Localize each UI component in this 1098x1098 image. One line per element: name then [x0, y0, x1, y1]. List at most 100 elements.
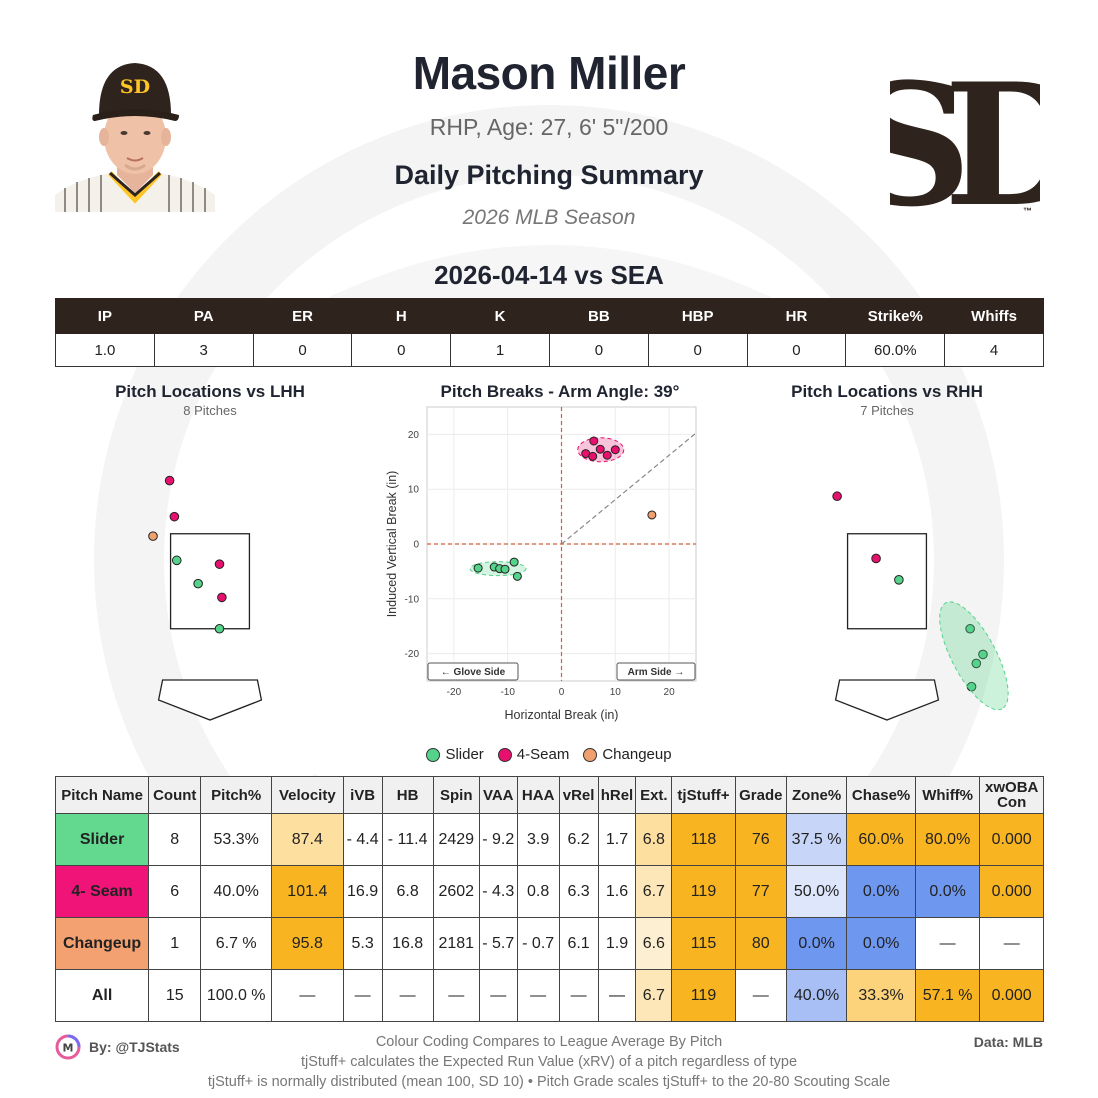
pitch-metric-cell: —	[342, 969, 383, 1022]
lhh-strike-zone	[169, 533, 251, 630]
y-tick-label: -20	[405, 649, 420, 660]
player-headshot: SD	[55, 55, 215, 212]
glove-side-box	[427, 662, 519, 681]
pitch-metric-cell: 101.4	[271, 865, 344, 918]
pitch-metric-cell: 6.1	[558, 917, 599, 970]
pitch-metric-cell: —	[597, 969, 637, 1022]
pitch-name-cell: Slider	[54, 813, 150, 866]
pitch-metric-cell: 119	[671, 969, 736, 1022]
pitch-metric-cell: 95.8	[271, 917, 344, 970]
svg-text:M: M	[63, 1042, 74, 1055]
legend-dot-changeup	[583, 747, 598, 762]
legend-dot-slider	[426, 747, 441, 762]
pitch-metric-cell: 6.7	[635, 865, 673, 918]
pitch-location-point	[169, 511, 180, 522]
svg-text:SD: SD	[120, 76, 150, 98]
pitch-location-point	[894, 575, 904, 585]
pitch-metric-cell: 6.7 %	[200, 917, 272, 970]
pitch-metric-cell: 119	[671, 865, 736, 918]
pitch-metric-cell: 118	[671, 813, 736, 866]
pitch-metric-cell: 6.8	[635, 813, 673, 866]
pitch-break-point	[588, 451, 598, 461]
pitch-table-header: xwOBA Con	[979, 776, 1044, 814]
slider-cluster-ellipse	[939, 601, 1009, 711]
pitch-metric-cell: 6	[148, 865, 202, 918]
pitch-metric-cell: 2181	[432, 917, 480, 970]
pitch-location-point	[832, 491, 842, 502]
pitch-location-point	[148, 531, 158, 541]
pitch-metric-cell: —	[381, 969, 434, 1022]
footnote-line: tjStuff+ is normally distributed (mean 1…	[207, 1074, 891, 1090]
pitch-metric-cell: 53.3%	[200, 813, 272, 866]
pitch-metric-cell: 6.3	[558, 865, 599, 918]
pitch-metric-cell: 87.4	[271, 813, 344, 866]
pitch-table-header: hRel	[597, 776, 637, 814]
charts-canvas: -20 -10 0 10 20 -20 -10 0 10 20 ← Glove Side Arm Si…	[148, 406, 1009, 722]
player-name: Mason Miller	[412, 47, 686, 99]
pitch-metric-cell: —	[558, 969, 599, 1022]
pitch-break-point	[500, 564, 510, 574]
pitch-metric-cell: - 9.2	[478, 813, 518, 866]
pitch-location-point	[978, 649, 988, 660]
legend-label: Slider	[445, 746, 484, 763]
pitch-metric-cell: —	[734, 969, 787, 1022]
tjstats-logo-icon: M	[55, 1034, 81, 1060]
legend-label: Changeup	[602, 746, 672, 763]
table-row: Slider 8 53.3% 87.4- 4.4- 11.4 2429- 9.2 3.9 6…	[54, 813, 1044, 866]
rhh-chart-title: Pitch Locations vs RHH	[791, 382, 983, 401]
pitch-metric-cell: 50.0%	[785, 865, 848, 918]
home-plate	[157, 679, 263, 721]
pitch-table-header: HAA	[516, 776, 560, 814]
break-chart-title: Pitch Breaks - Arm Angle: 39°	[440, 382, 680, 401]
home-plate	[834, 679, 940, 721]
boxscore-value: 1.0	[55, 333, 155, 367]
boxscore-header: HR	[746, 298, 847, 334]
pitch-break-point	[602, 450, 612, 460]
pitch-table-header: iVB	[342, 776, 383, 814]
pitch-location-point	[965, 623, 975, 634]
pitch-table-header: Pitch%	[200, 776, 272, 814]
pitch-metric-cell: 2602	[432, 865, 480, 918]
pitch-metric-cell: - 4.3	[478, 865, 518, 918]
y-tick-label: 10	[408, 485, 420, 496]
pitch-table-header: Spin	[432, 776, 480, 814]
x-tick-label: -10	[500, 687, 515, 698]
boxscore-value: 1	[450, 333, 550, 367]
pitch-metric-cell: 37.5 %	[785, 813, 848, 866]
pitch-legend: Slider 4-Seam Changeup	[0, 746, 1098, 763]
boxscore-header: K	[450, 298, 550, 334]
arm-angle-line	[561, 432, 697, 545]
boxscore-value: 0	[746, 333, 847, 367]
boxscore-header: H	[351, 298, 452, 334]
pitch-table-header: Pitch Name	[54, 776, 150, 814]
boxscore-header: BB	[548, 298, 649, 334]
pitch-table-header: Grade	[734, 776, 787, 814]
pitch-metric-cell: 6.6	[635, 917, 673, 970]
season-label: 2026 MLB Season	[462, 206, 636, 229]
data-source: Data: MLB	[973, 1034, 1043, 1050]
pitch-metric-cell: 2429	[432, 813, 480, 866]
rhh-chart-subtitle: 7 Pitches	[860, 403, 914, 418]
pitch-table-header: Whiff%	[914, 776, 981, 814]
pitch-table-header: Velocity	[271, 776, 344, 814]
pitch-table-header: Chase%	[846, 776, 916, 814]
pitch-metric-cell: 115	[671, 917, 736, 970]
pitch-metric-cell: 0.0%	[914, 865, 981, 918]
y-tick-label: -10	[405, 594, 420, 605]
pitch-metric-cell: 0.000	[979, 969, 1044, 1022]
pitch-metric-cell: 0.0%	[846, 865, 916, 918]
pitch-location-point	[971, 658, 982, 669]
pitch-metric-cell: 0.8	[516, 865, 560, 918]
lhh-chart-subtitle: 8 Pitches	[183, 403, 237, 418]
legend-dot-4-seam	[497, 747, 512, 762]
y-tick-label: 0	[413, 540, 419, 551]
x-tick-label: 20	[664, 687, 676, 698]
byline-text: By: @TJStats	[89, 1039, 180, 1055]
pitch-metric-cell: 0.0%	[785, 917, 848, 970]
pitch-location-point	[193, 578, 203, 589]
pitch-metric-cell: 0.0%	[846, 917, 916, 970]
x-tick-label: 0	[559, 687, 565, 698]
byline: M By: @TJStats	[55, 1034, 180, 1060]
pitch-metric-cell: 6.2	[558, 813, 599, 866]
pitch-metric-cell: 16.9	[342, 865, 383, 918]
